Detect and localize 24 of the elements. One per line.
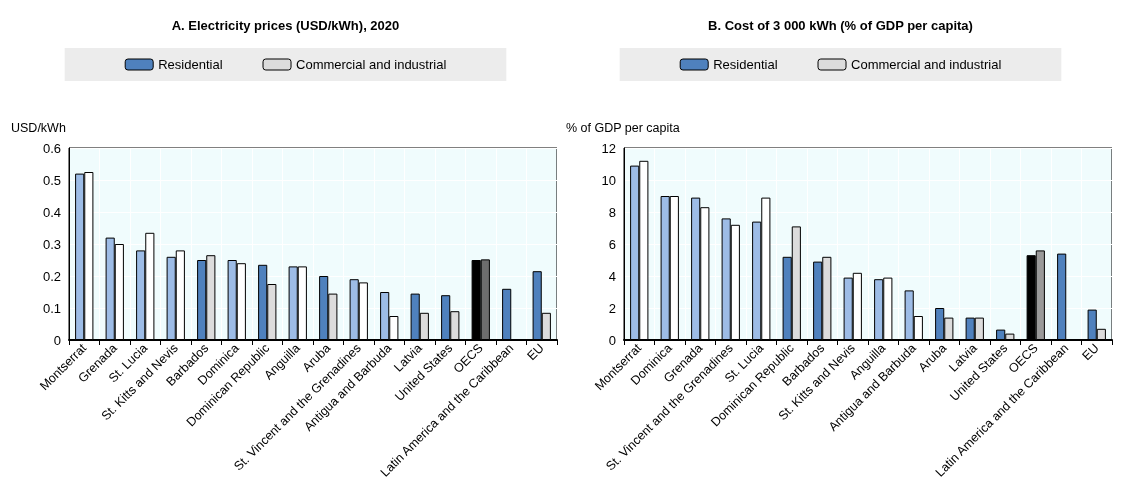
- x-tick-label: EU: [1079, 341, 1102, 364]
- y-tick-label: 0.1: [42, 300, 61, 316]
- y-tick-label: 12: [601, 140, 616, 156]
- y-tick-label: 10: [601, 172, 616, 188]
- x-tick-label: EU: [524, 341, 547, 364]
- y-tick-label: 0: [53, 332, 61, 348]
- y-axis-title: % of GDP per capita: [566, 120, 680, 135]
- y-tick-label: 0.5: [42, 172, 61, 188]
- y-tick-label: 6: [608, 236, 616, 252]
- y-tick-label: 0: [608, 332, 616, 348]
- chart-title: B. Cost of 3 000 kWh (% of GDP per capita): [708, 18, 973, 33]
- y-tick-label: 0.6: [42, 140, 61, 156]
- legend-label: Residential: [158, 57, 223, 72]
- legend-label: Commercial and industrial: [851, 57, 1002, 72]
- chart-title: A. Electricity prices (USD/kWh), 2020: [171, 18, 400, 33]
- y-tick-label: 0.3: [42, 236, 61, 252]
- y-axis-title: USD/kWh: [11, 120, 66, 135]
- y-tick-label: 8: [608, 204, 616, 220]
- y-tick-label: 2: [608, 300, 616, 316]
- legend-label: Commercial and industrial: [296, 57, 447, 72]
- y-tick-label: 4: [608, 268, 616, 284]
- y-tick-label: 0.2: [42, 268, 61, 284]
- legend-label: Residential: [713, 57, 778, 72]
- y-tick-label: 0.4: [42, 204, 61, 220]
